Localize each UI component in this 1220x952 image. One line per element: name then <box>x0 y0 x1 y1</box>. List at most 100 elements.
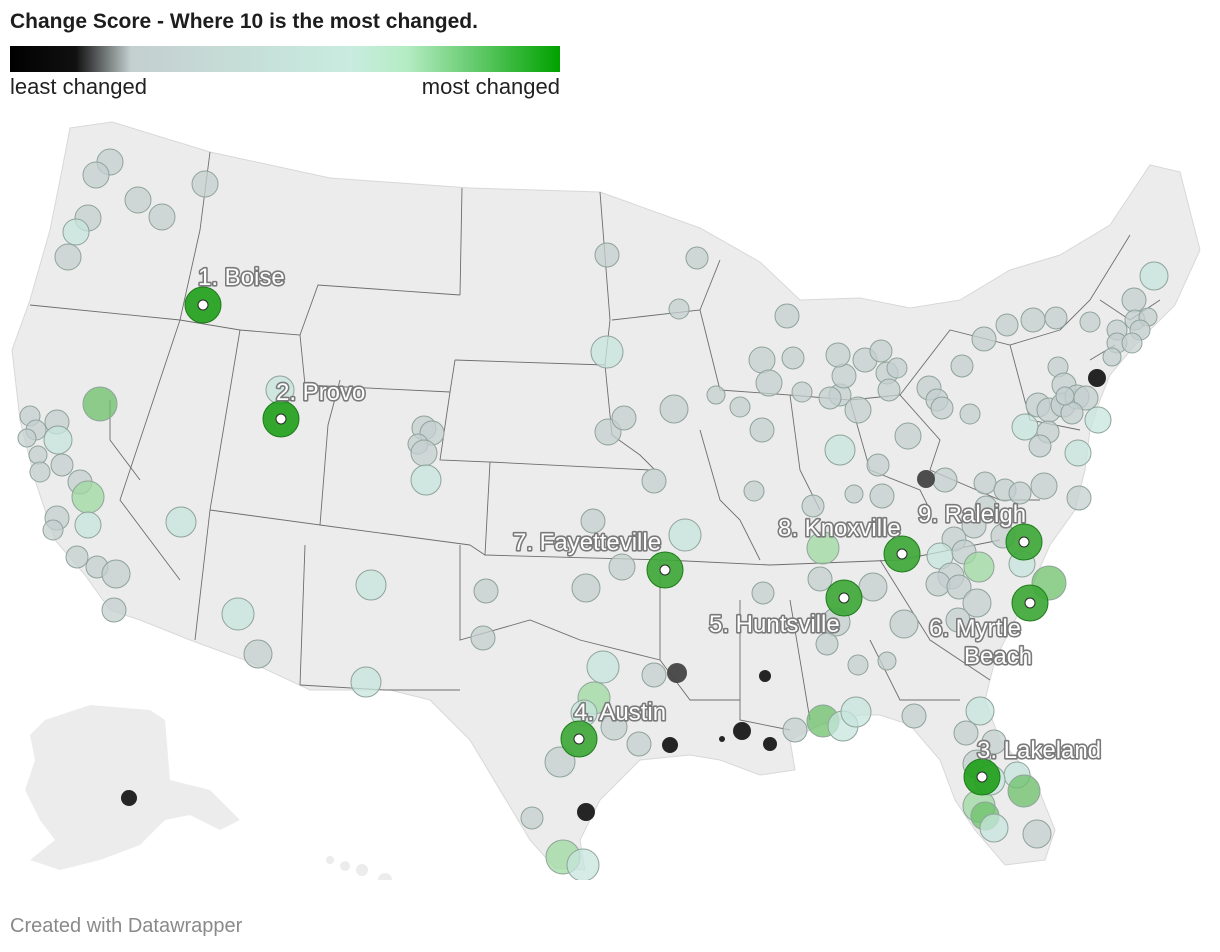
city-marker[interactable] <box>844 396 872 424</box>
city-marker[interactable] <box>763 737 777 751</box>
city-marker[interactable] <box>743 480 765 502</box>
city-marker[interactable] <box>877 378 901 402</box>
city-marker[interactable] <box>755 369 783 397</box>
city-marker[interactable] <box>894 422 922 450</box>
city-marker[interactable] <box>1030 472 1058 500</box>
city-marker[interactable] <box>961 513 987 539</box>
city-marker[interactable] <box>611 405 637 431</box>
city-marker[interactable] <box>729 396 751 418</box>
city-marker[interactable] <box>751 581 775 605</box>
city-marker[interactable] <box>410 464 442 496</box>
city-marker[interactable] <box>781 346 805 370</box>
city-marker[interactable] <box>945 607 971 633</box>
city-marker[interactable] <box>641 468 667 494</box>
city-marker[interactable] <box>995 313 1019 337</box>
city-marker[interactable] <box>847 654 869 676</box>
city-marker[interactable] <box>749 417 775 443</box>
city-marker[interactable] <box>410 439 438 467</box>
city-marker[interactable] <box>641 662 667 688</box>
city-marker[interactable] <box>1088 369 1106 387</box>
city-marker[interactable] <box>50 453 74 477</box>
city-marker[interactable] <box>148 203 176 231</box>
city-marker[interactable] <box>932 467 958 493</box>
city-marker[interactable] <box>917 470 935 488</box>
city-marker[interactable] <box>1121 287 1147 313</box>
city-marker[interactable] <box>62 218 90 246</box>
city-marker[interactable] <box>82 161 110 189</box>
city-marker[interactable] <box>889 609 919 639</box>
city-marker[interactable] <box>17 428 37 448</box>
city-marker[interactable] <box>774 303 800 329</box>
city-marker[interactable] <box>667 663 687 683</box>
city-marker[interactable] <box>979 813 1009 843</box>
city-marker[interactable] <box>962 588 992 618</box>
city-marker[interactable] <box>1028 434 1052 458</box>
city-marker[interactable] <box>869 483 895 509</box>
city-marker[interactable] <box>706 385 726 405</box>
city-marker[interactable] <box>626 731 652 757</box>
city-marker[interactable] <box>1064 439 1092 467</box>
city-marker[interactable] <box>600 713 628 741</box>
city-marker[interactable] <box>1022 819 1052 849</box>
city-marker[interactable] <box>807 566 833 592</box>
city-marker[interactable] <box>901 703 927 729</box>
city-marker[interactable] <box>925 571 951 597</box>
city-marker[interactable] <box>782 717 808 743</box>
city-marker[interactable] <box>1066 485 1092 511</box>
city-marker[interactable] <box>1084 406 1112 434</box>
city-marker[interactable] <box>719 736 725 742</box>
city-marker[interactable] <box>1020 307 1046 333</box>
city-marker[interactable] <box>520 806 544 830</box>
city-marker[interactable] <box>594 242 620 268</box>
city-marker[interactable] <box>1055 386 1075 406</box>
city-marker[interactable] <box>42 519 64 541</box>
city-marker[interactable] <box>71 480 105 514</box>
city-marker[interactable] <box>54 243 82 271</box>
city-marker[interactable] <box>221 597 255 631</box>
city-marker[interactable] <box>586 650 620 684</box>
city-marker[interactable] <box>733 722 751 740</box>
city-marker[interactable] <box>748 346 776 374</box>
city-marker[interactable] <box>886 357 908 379</box>
city-marker[interactable] <box>668 518 702 552</box>
city-marker[interactable] <box>608 553 636 581</box>
city-marker[interactable] <box>65 545 89 569</box>
city-marker[interactable] <box>668 298 690 320</box>
city-marker[interactable] <box>981 729 1007 755</box>
city-marker[interactable] <box>191 170 219 198</box>
city-marker[interactable] <box>473 578 499 604</box>
city-marker[interactable] <box>82 386 118 422</box>
city-marker[interactable] <box>877 651 897 671</box>
city-marker[interactable] <box>121 790 137 806</box>
city-marker[interactable] <box>815 632 839 656</box>
city-marker[interactable] <box>590 335 624 369</box>
city-marker[interactable] <box>659 394 689 424</box>
city-marker[interactable] <box>840 696 872 728</box>
city-marker[interactable] <box>101 559 131 589</box>
city-marker[interactable] <box>950 354 974 378</box>
city-marker[interactable] <box>355 569 387 601</box>
city-marker[interactable] <box>43 425 73 455</box>
city-marker[interactable] <box>759 670 771 682</box>
city-marker[interactable] <box>963 551 995 583</box>
city-marker[interactable] <box>959 403 981 425</box>
city-marker[interactable] <box>74 511 102 539</box>
city-marker[interactable] <box>791 381 813 403</box>
city-marker[interactable] <box>662 737 678 753</box>
city-marker[interactable] <box>101 597 127 623</box>
city-marker[interactable] <box>971 326 997 352</box>
city-marker[interactable] <box>1011 413 1039 441</box>
city-marker[interactable] <box>566 848 600 880</box>
city-marker[interactable] <box>825 342 851 368</box>
city-marker[interactable] <box>1121 332 1143 354</box>
city-marker[interactable] <box>869 339 893 363</box>
city-marker[interactable] <box>806 531 840 565</box>
city-marker[interactable] <box>801 494 825 518</box>
city-marker[interactable] <box>350 666 382 698</box>
city-marker[interactable] <box>946 574 972 600</box>
city-marker[interactable] <box>124 186 152 214</box>
city-marker[interactable] <box>571 573 601 603</box>
city-marker[interactable] <box>1008 481 1032 505</box>
city-marker[interactable] <box>470 625 496 651</box>
city-marker[interactable] <box>165 506 197 538</box>
